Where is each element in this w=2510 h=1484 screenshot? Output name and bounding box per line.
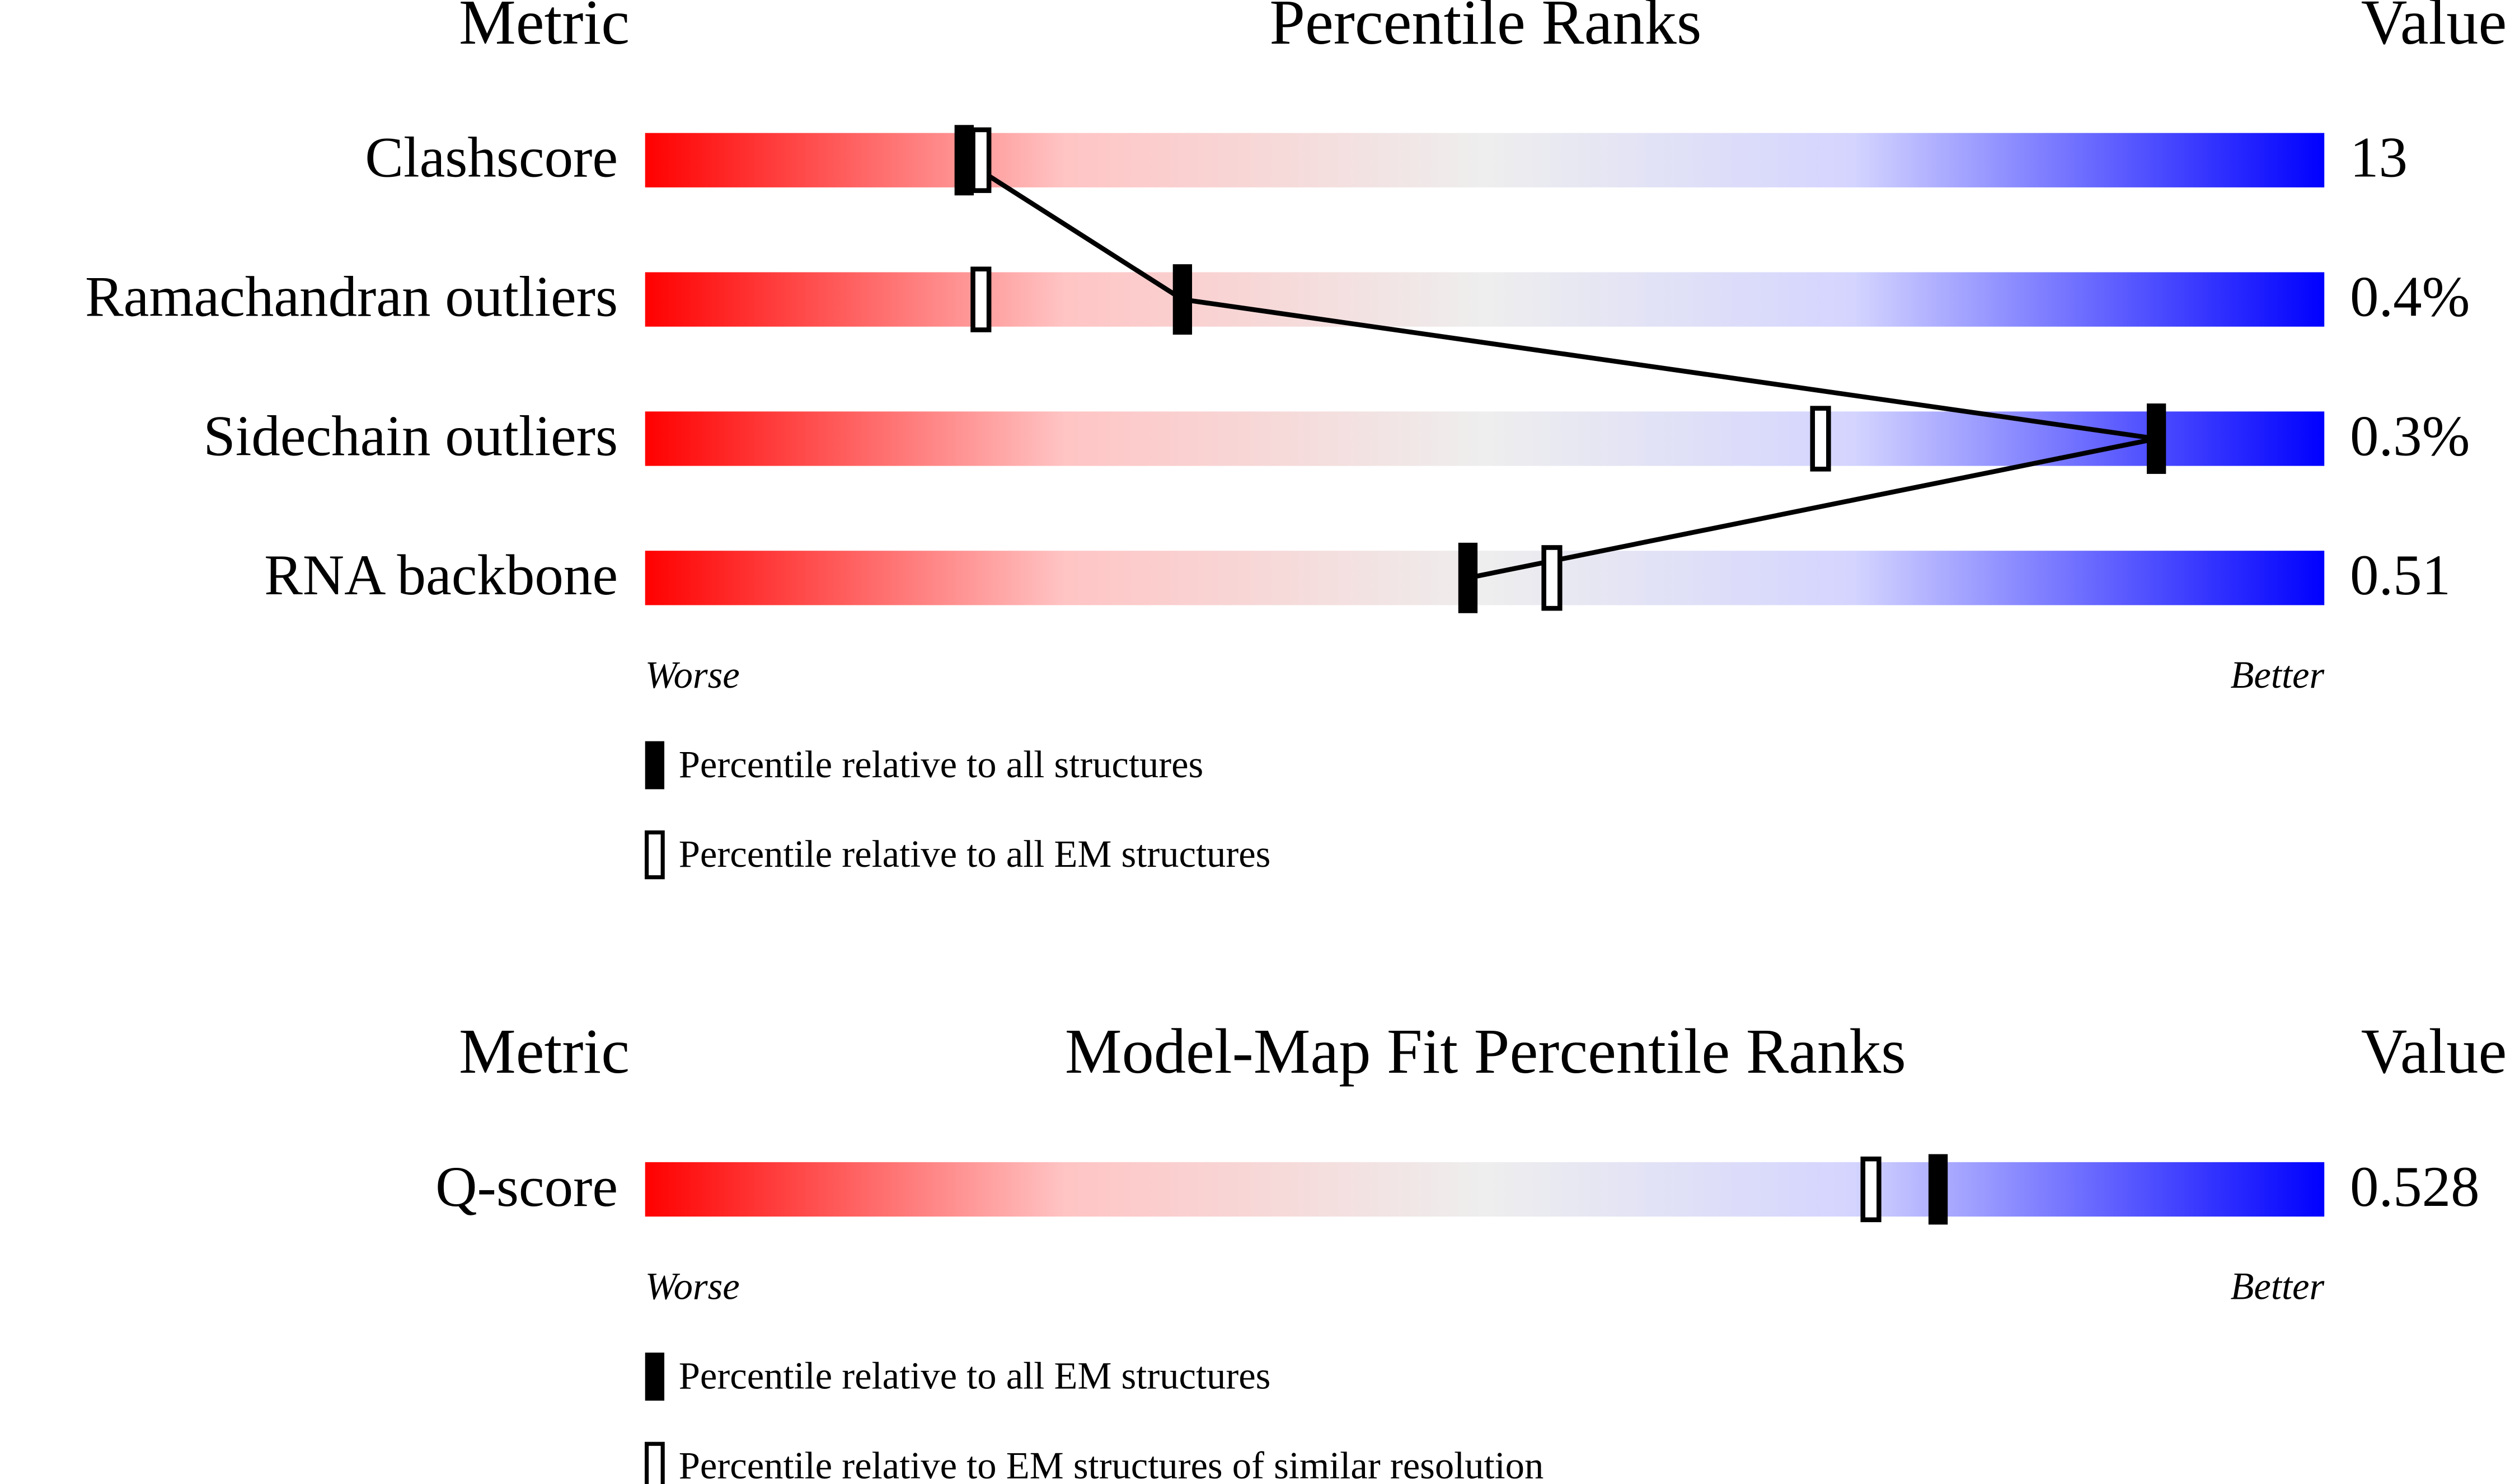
metric-header: Metric [459, 0, 630, 58]
metric-label: RNA backbone [264, 543, 618, 607]
metric-value: 0.3% [2350, 404, 2470, 468]
worse-label: Worse [645, 654, 740, 696]
metric-value: 0.51 [2350, 543, 2451, 607]
legend-label: Percentile relative to EM structures of … [679, 1444, 1544, 1484]
metric-header: Metric [459, 1016, 630, 1087]
better-label: Better [2231, 654, 2325, 696]
marker-open [1541, 545, 1563, 611]
chart-title: Percentile Ranks [1269, 0, 1701, 58]
marker-filled [2146, 403, 2166, 474]
legend-swatch [644, 830, 665, 880]
marker-filled [954, 125, 974, 196]
slider-bar [645, 551, 2325, 605]
legend-swatch [645, 741, 665, 790]
connector-line [963, 158, 2157, 581]
legend-label: Percentile relative to all EM structures [679, 1355, 1271, 1397]
marker-filled [1458, 542, 1478, 613]
marker-open [1810, 406, 1831, 472]
chart-title: Model-Map Fit Percentile Ranks [1065, 1016, 1906, 1087]
metric-value: 0.4% [2350, 265, 2470, 328]
metric-value: 13 [2350, 126, 2408, 190]
marker-open [970, 127, 992, 193]
slider-bar [645, 133, 2325, 187]
legend-label: Percentile relative to all EM structures [679, 833, 1271, 875]
marker-open [970, 266, 992, 332]
legend-swatch [645, 1352, 665, 1401]
better-label: Better [2231, 1265, 2325, 1307]
slider-bar [645, 1162, 2325, 1217]
marker-open [1860, 1156, 1882, 1223]
value-header: Value [2361, 1016, 2507, 1087]
metric-label: Q-score [435, 1155, 618, 1219]
metric-label: Sidechain outliers [203, 404, 618, 468]
marker-filled [1172, 264, 1193, 335]
slider-bar [645, 272, 2325, 327]
value-header: Value [2361, 0, 2507, 58]
metric-label: Clashscore [365, 126, 618, 190]
legend-swatch [644, 1441, 665, 1484]
metric-value: 0.528 [2350, 1155, 2480, 1219]
worse-label: Worse [645, 1265, 740, 1307]
marker-filled [1928, 1154, 1948, 1225]
legend-label: Percentile relative to all structures [679, 743, 1204, 786]
metric-label: Ramachandran outliers [85, 265, 618, 328]
